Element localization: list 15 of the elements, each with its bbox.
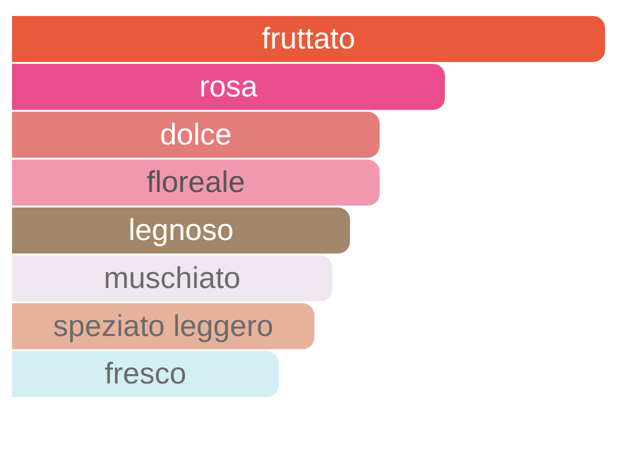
y-tick-label: floreale xyxy=(146,166,246,200)
bar xyxy=(12,16,605,62)
y-tick-label: muschiato xyxy=(104,262,240,295)
y-tick-label: fruttato xyxy=(262,22,356,56)
y-tick-label: rosa xyxy=(199,70,258,104)
bar xyxy=(12,160,380,206)
bar xyxy=(12,208,350,254)
bar xyxy=(12,112,380,158)
y-tick-label: dolce xyxy=(160,118,232,152)
y-tick-label: fresco xyxy=(104,358,186,391)
y-tick-label: speziato leggero xyxy=(53,310,274,343)
bar xyxy=(12,64,445,110)
bar xyxy=(12,255,332,302)
bar xyxy=(12,351,279,398)
y-tick-label: legnoso xyxy=(128,214,234,247)
